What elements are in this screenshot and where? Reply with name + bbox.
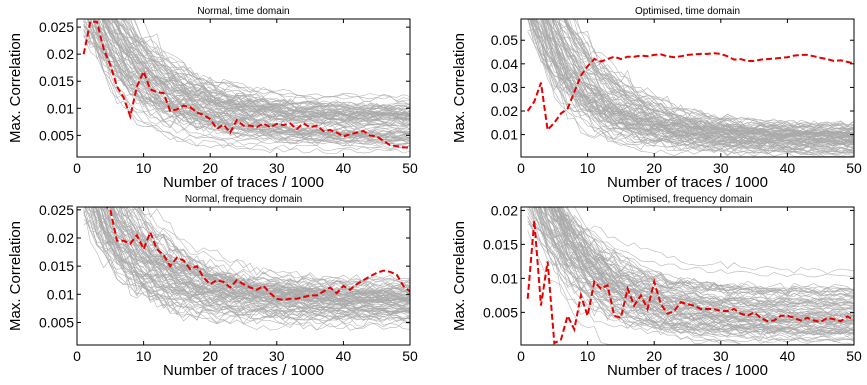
y-axis-label: Max. Correlation [7, 221, 24, 331]
y-tick-label: 0.05 [491, 32, 518, 48]
y-tick-label: 0.005 [483, 304, 518, 320]
x-tick-label: 40 [780, 348, 796, 364]
y-tick-label: 0.02 [47, 230, 74, 246]
x-axis-label: Number of traces / 1000 [607, 174, 768, 191]
y-tick-label: 0.005 [39, 127, 74, 143]
background-trace [84, 211, 410, 291]
background-trace [528, 6, 854, 136]
y-tick-label: 0.025 [39, 202, 74, 218]
y-tick-label: 0.01 [491, 127, 518, 143]
x-axis-label: Number of traces / 1000 [163, 362, 324, 379]
background-trace [84, 136, 410, 302]
x-tick-label: 0 [73, 160, 81, 176]
background-trace [84, 211, 410, 288]
y-tick-label: 0.04 [491, 56, 518, 72]
background-trace [84, 138, 410, 296]
x-tick-label: 0 [73, 348, 81, 364]
y-tick-label: 0.015 [39, 73, 74, 89]
x-tick-label: 10 [580, 160, 596, 176]
y-tick-label: 0.015 [39, 258, 74, 274]
chart-title: Optimised, frequency domain [622, 194, 752, 205]
y-tick-label: 0.025 [39, 19, 74, 35]
x-tick-label: 0 [517, 348, 525, 364]
background-trace [528, 0, 854, 139]
background-traces [84, 0, 410, 154]
x-tick-label: 50 [402, 160, 418, 176]
y-tick-label: 0.015 [483, 236, 518, 252]
y-axis-label: Max. Correlation [451, 221, 468, 331]
y-tick-label: 0.02 [491, 202, 518, 218]
background-traces [528, 0, 854, 156]
y-tick-label: 0.02 [491, 103, 518, 119]
chart-title: Normal, frequency domain [185, 194, 302, 205]
chart-title: Normal, time domain [197, 6, 289, 17]
y-tick-label: 0.01 [491, 270, 518, 286]
x-tick-label: 40 [336, 160, 352, 176]
x-tick-label: 10 [136, 160, 152, 176]
x-tick-label: 50 [846, 160, 862, 176]
chart-panel-1: 0 10 20 30 40 50 0.005 0.01 0.015 0.02 0.025 Normal… [7, 0, 418, 191]
x-tick-label: 0 [517, 160, 525, 176]
y-tick-label: 0.01 [47, 286, 74, 302]
y-tick-label: 0.02 [47, 46, 74, 62]
chart-title: Optimised, time domain [635, 6, 740, 17]
x-tick-label: 40 [780, 160, 796, 176]
y-tick-label: 0.01 [47, 100, 74, 116]
y-axis-label: Max. Correlation [451, 33, 468, 143]
chart-panel-2: 0 10 20 30 40 500.010.020.030.040.05Optimised… [451, 0, 862, 191]
y-tick-label: 0.03 [491, 79, 518, 95]
x-tick-label: 40 [336, 348, 352, 364]
y-tick-label: 0.005 [39, 314, 74, 330]
background-trace [528, 131, 854, 334]
x-tick-label: 50 [846, 348, 862, 364]
y-axis-label: Max. Correlation [7, 33, 24, 143]
background-trace [528, 0, 854, 139]
x-tick-label: 10 [580, 348, 596, 364]
x-tick-label: 10 [136, 348, 152, 364]
x-axis-label: Number of traces / 1000 [163, 174, 324, 191]
x-axis-label: Number of traces / 1000 [607, 362, 768, 379]
x-tick-label: 50 [402, 348, 418, 364]
